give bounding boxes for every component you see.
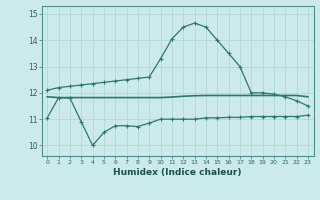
X-axis label: Humidex (Indice chaleur): Humidex (Indice chaleur) — [113, 168, 242, 177]
